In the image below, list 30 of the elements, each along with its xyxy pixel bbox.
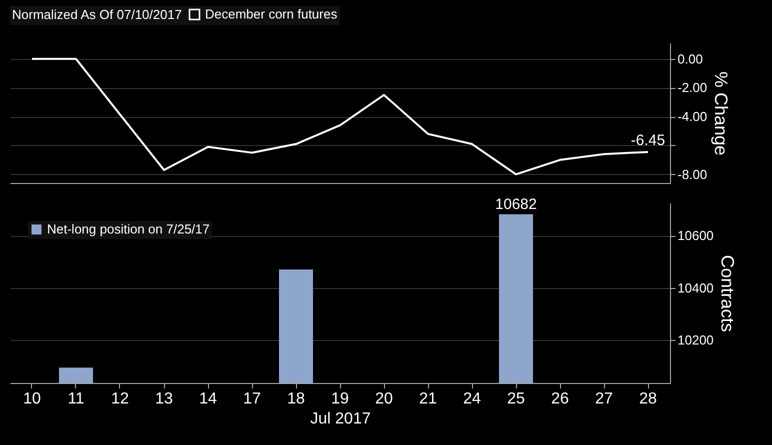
x-tick-label: 10 — [23, 390, 41, 408]
y-tick-label: -2.00 — [678, 80, 708, 96]
x-tick-label: 11 — [68, 390, 84, 408]
x-tick-label: 28 — [639, 390, 657, 408]
y-tick-label: -8.00 — [678, 166, 708, 182]
y-tick-label: 10600 — [678, 228, 714, 244]
x-tick-label: 17 — [243, 390, 261, 408]
x-tick-label: 25 — [507, 390, 525, 408]
x-axis-title: Jul 2017 — [310, 410, 371, 428]
x-tick-label: 13 — [155, 390, 173, 408]
y-axis-title: % Change — [711, 71, 732, 156]
y-tick-label: -4.00 — [678, 109, 708, 124]
x-tick-label: 27 — [595, 390, 613, 408]
x-tick-label: 18 — [287, 390, 305, 408]
data-label: 10682 — [495, 196, 537, 214]
y-axis-title: Contracts — [718, 254, 738, 332]
data-label: -6.45 — [630, 132, 666, 149]
x-tick-label: 20 — [375, 390, 393, 408]
y-tick-label: 10200 — [678, 332, 714, 348]
x-tick-label: 24 — [463, 390, 481, 408]
legend-title: Normalized As Of 07/10/2017 — [12, 7, 182, 22]
legend-label: Net-long position on 7/25/17 — [47, 222, 210, 236]
y-tick-label: 10400 — [678, 280, 714, 296]
x-tick-label: 21 — [419, 390, 437, 408]
x-tick-label: 12 — [111, 390, 129, 408]
y-tick-label: 0.00 — [678, 51, 703, 66]
x-tick-label: 14 — [199, 390, 217, 408]
x-tick-label: 19 — [331, 390, 349, 408]
x-tick-label: 26 — [551, 390, 569, 408]
legend-label: December corn futures — [205, 6, 338, 22]
